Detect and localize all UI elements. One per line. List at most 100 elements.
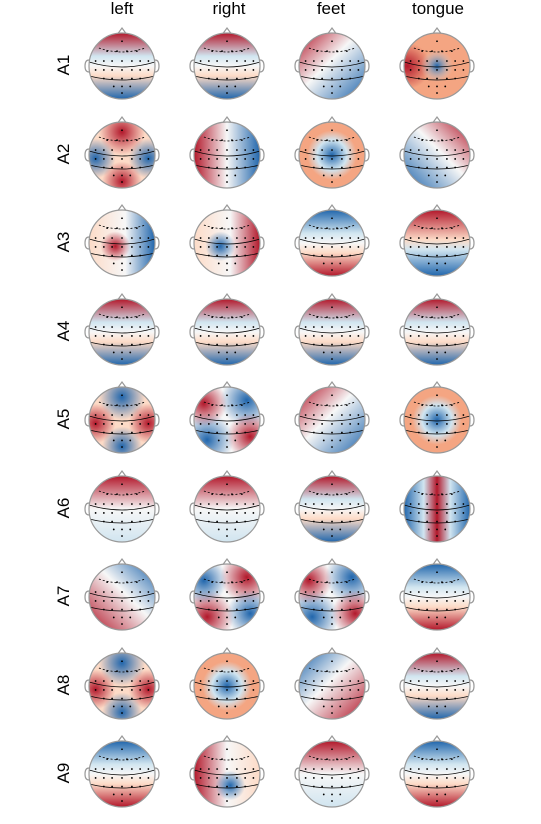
sensor-dot — [216, 600, 219, 602]
sensor-dot — [417, 149, 420, 151]
sensor-dot — [121, 697, 123, 700]
topomap-a3-feet — [294, 203, 370, 277]
sensor-dot — [199, 149, 202, 151]
sensor-dot — [331, 77, 333, 80]
sensor-dot — [226, 92, 228, 94]
sensor-dot — [226, 181, 228, 183]
sensor-dot — [226, 600, 228, 602]
sensor-dot — [121, 237, 123, 239]
sensor-dot — [211, 581, 214, 584]
sensor-dot — [436, 85, 438, 88]
sensor-dot — [349, 237, 352, 239]
sensor-dot — [331, 129, 333, 132]
sensor-dot — [349, 689, 352, 691]
sensor-dot — [236, 689, 238, 691]
sensor-dot — [357, 237, 360, 239]
sensor-dot — [236, 254, 238, 257]
sensor-dot — [126, 670, 128, 673]
sensor-dot — [436, 40, 438, 43]
sensor-dot — [326, 493, 328, 496]
right-ear-outline — [364, 148, 370, 162]
sensor-dot — [446, 520, 448, 523]
sensor-dot — [426, 689, 428, 691]
sensor-dot — [349, 326, 352, 328]
sensor-dot — [454, 77, 457, 80]
sensor-dot — [312, 520, 315, 523]
sensor-dot — [336, 227, 338, 230]
sensor-dot — [341, 680, 343, 682]
sensor-dot — [226, 571, 228, 574]
sensor-dot — [436, 351, 438, 354]
sensor-dot — [450, 581, 453, 584]
sensor-dot — [121, 528, 123, 531]
sensor-dot — [126, 581, 128, 584]
sensor-dot — [236, 423, 238, 425]
sensor-dot — [421, 404, 424, 407]
sensor-dot — [139, 423, 142, 425]
sensor-dot — [221, 758, 223, 761]
left-ear-outline — [294, 325, 300, 339]
sensor-dot — [341, 520, 343, 523]
sensor-dot — [126, 139, 128, 142]
sensor-dot — [321, 768, 323, 770]
sensor-dot — [427, 528, 430, 531]
sensor-dot — [147, 600, 150, 602]
sensor-dot — [207, 69, 210, 71]
sensor-dot — [331, 600, 333, 602]
sensor-dot — [331, 217, 333, 220]
sensor-dot — [426, 246, 428, 248]
sensor-dot — [409, 335, 412, 337]
sensor-dot — [131, 414, 133, 416]
sensor-dot — [139, 254, 142, 257]
sensor-dot — [417, 77, 420, 80]
right-ear-outline — [154, 148, 160, 162]
sensor-dot — [446, 512, 448, 514]
sensor-dot — [216, 254, 219, 257]
sensor-dot — [207, 591, 210, 593]
sensor-dot — [207, 149, 210, 151]
sensor-dot — [312, 60, 315, 62]
sensor-dot — [312, 777, 315, 779]
sensor-dot — [312, 149, 315, 151]
sensor-dot — [321, 777, 323, 779]
sensor-dot — [341, 77, 343, 80]
sensor-dot — [226, 748, 228, 751]
sensor-dot — [112, 85, 115, 88]
sensor-dot — [341, 254, 343, 257]
sensor-dot — [326, 316, 328, 319]
sensor-dot — [436, 77, 438, 80]
sensor-dot — [139, 777, 142, 779]
sensor-dot — [357, 60, 360, 62]
sensor-dot — [322, 174, 325, 177]
sensor-dot — [211, 670, 214, 673]
sensor-dot — [312, 680, 315, 682]
right-ear-outline — [154, 236, 160, 250]
sensor-dot — [321, 423, 323, 425]
sensor-dot — [345, 139, 348, 142]
sensor-dot — [357, 423, 360, 425]
sensor-dot — [112, 351, 115, 354]
sensor-dot — [326, 404, 328, 407]
sensor-dot — [409, 149, 412, 151]
sensor-dot — [426, 414, 428, 416]
sensor-dot — [147, 335, 150, 337]
sensor-dot — [426, 158, 428, 160]
sensor-dot — [409, 503, 412, 505]
topomap-a5-tongue — [399, 380, 475, 454]
sensor-dot — [436, 535, 438, 537]
sensor-dot — [331, 306, 333, 309]
sensor-dot — [199, 689, 202, 691]
sensor-dot — [417, 591, 420, 593]
sensor-dot — [462, 600, 465, 602]
sensor-dot — [454, 689, 457, 691]
sensor-dot — [426, 768, 428, 770]
sensor-dot — [331, 431, 333, 434]
sensor-dot — [226, 77, 228, 80]
left-ear-outline — [189, 679, 195, 693]
sensor-dot — [426, 697, 428, 700]
right-ear-outline — [259, 59, 265, 73]
sensor-dot — [446, 335, 448, 337]
sensor-dot — [129, 528, 132, 531]
sensor-dot — [450, 670, 453, 673]
sensor-dot — [426, 520, 428, 523]
